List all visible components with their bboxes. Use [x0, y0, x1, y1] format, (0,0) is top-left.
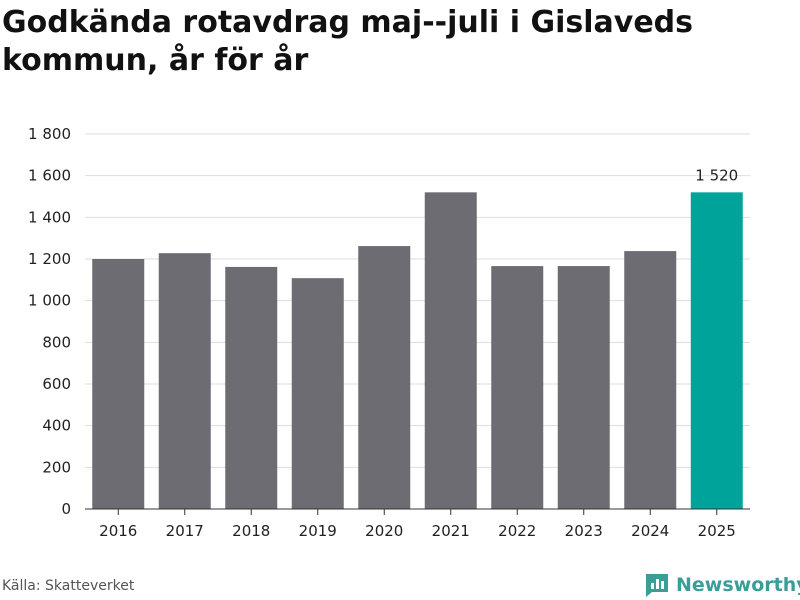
data-label: 1 520 [695, 166, 738, 184]
x-tick-label: 2017 [166, 522, 204, 540]
bar-2020 [358, 246, 411, 510]
y-tick-label: 1 800 [28, 125, 71, 143]
bar-2017 [158, 253, 211, 509]
x-tick-label: 2021 [432, 522, 470, 540]
chart-title: Godkända rotavdrag maj--juli i Gislaveds… [2, 5, 693, 78]
data-labels: 1 520 [695, 166, 738, 184]
brand-logo: Newsworthy [644, 570, 800, 600]
bar-2018 [225, 266, 278, 509]
x-tick-label: 2019 [299, 522, 337, 540]
bar-2022 [491, 266, 544, 509]
bar-2025 [690, 192, 743, 510]
bars [92, 192, 743, 510]
x-axis-ticks: 2016 2017 2018 2019 2020 2021 2022 2023 2024 2025 [99, 509, 736, 540]
bar-2023 [557, 266, 610, 509]
x-tick-label: 2023 [565, 522, 603, 540]
newsworthy-logo-icon [646, 574, 668, 597]
y-tick-label: 1 400 [28, 208, 71, 226]
y-tick-label: 200 [42, 458, 71, 476]
brand-name: Newsworthy [676, 574, 800, 596]
x-tick-label: 2022 [498, 522, 536, 540]
y-tick-label: 800 [42, 333, 71, 351]
y-tick-label: 1 000 [28, 292, 71, 310]
bar-2019 [291, 278, 344, 509]
x-tick-label: 2016 [99, 522, 137, 540]
y-tick-label: 600 [42, 375, 71, 393]
y-tick-label: 0 [61, 500, 71, 518]
y-axis-ticks: 0 200 400 600 800 1 000 1 200 1 400 1 600 1 800 [28, 125, 71, 518]
y-tick-label: 400 [42, 417, 71, 435]
bar-chart: 0 200 400 600 800 1 000 1 200 1 400 1 600 1 800 1… [28, 125, 750, 540]
source-note: Källa: Skatteverket [2, 578, 135, 594]
x-tick-label: 2020 [365, 522, 403, 540]
y-tick-label: 1 600 [28, 167, 71, 185]
x-tick-label: 2025 [698, 522, 736, 540]
bar-2024 [624, 251, 677, 510]
y-tick-label: 1 200 [28, 250, 71, 268]
x-tick-label: 2024 [631, 522, 669, 540]
bar-2021 [424, 192, 477, 510]
bar-2016 [92, 259, 145, 509]
x-tick-label: 2018 [232, 522, 270, 540]
